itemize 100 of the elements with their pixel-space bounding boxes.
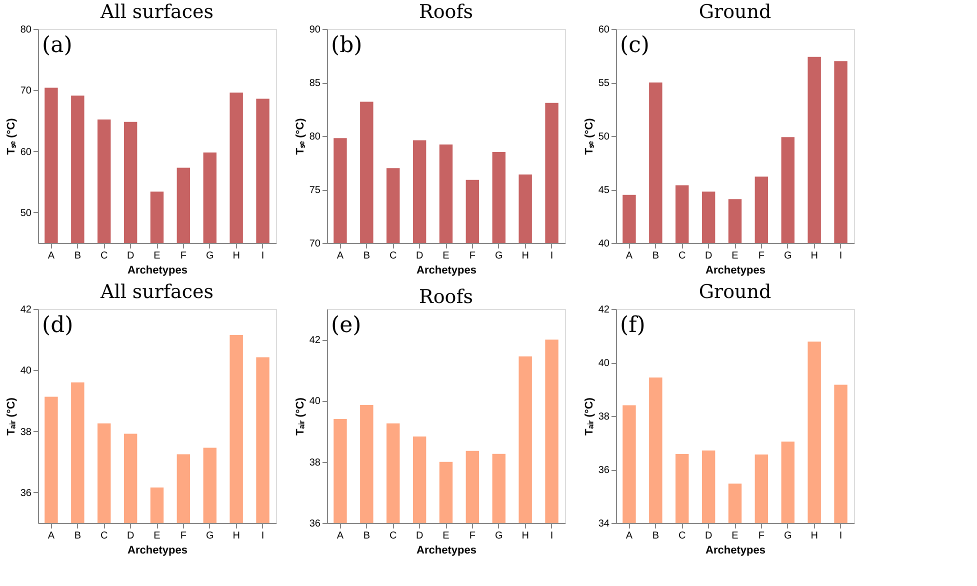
y-tick-label: 36 (20, 488, 32, 499)
x-tick-label: C (100, 530, 108, 542)
y-tick-label: 38 (309, 457, 321, 468)
x-tick-label: I (261, 530, 264, 542)
x-tick-label: A (336, 250, 344, 262)
x-tick-label: H (810, 530, 818, 542)
chart-title: Roofs (419, 1, 473, 23)
y-tick-label: 50 (20, 208, 32, 219)
y-tick-label: 38 (20, 426, 32, 438)
x-tick-label: C (678, 250, 686, 262)
x-axis-title: Archetypes (128, 264, 188, 276)
chart-title: Ground (698, 1, 772, 23)
x-tick-label: E (732, 530, 739, 542)
x-tick-label: D (416, 250, 424, 262)
y-tick-label: 34 (598, 518, 610, 530)
x-tick-label: C (678, 530, 686, 542)
x-tick-label: B (74, 530, 82, 542)
x-tick-label: E (442, 530, 450, 542)
y-tick-label: 90 (309, 24, 321, 36)
x-tick-label: G (784, 250, 792, 262)
y-tick-label: 50 (598, 132, 610, 142)
y-axis-title: Tₛₑ (°C) (5, 118, 18, 155)
chart-title: Ground (698, 281, 772, 303)
x-axis-title: Archetypes (416, 264, 476, 276)
x-tick-label: A (336, 530, 344, 542)
x-tick-label: D (704, 530, 712, 542)
x-tick-label: A (626, 530, 633, 542)
y-tick-label: 60 (598, 24, 610, 36)
x-tick-label: F (758, 250, 764, 262)
y-axis-title: Tₛₑ (°C) (583, 118, 596, 155)
x-tick-label: C (389, 530, 397, 542)
y-tick-label: 60 (20, 146, 32, 158)
y-tick-label: 42 (598, 304, 610, 316)
y-axis-title: Tₐᵢᵣ (°C) (5, 397, 18, 436)
x-tick-label: H (232, 530, 240, 542)
x-tick-label: F (180, 530, 186, 542)
y-tick-label: 40 (309, 396, 321, 408)
annotation: (b) (331, 33, 362, 58)
x-tick-label: F (469, 250, 476, 262)
y-tick-label: 55 (598, 78, 610, 89)
x-tick-label: B (363, 250, 370, 262)
x-tick-label: E (732, 250, 739, 262)
x-tick-label: I (550, 250, 554, 262)
y-tick-label: 45 (598, 185, 610, 196)
x-tick-label: B (652, 250, 660, 262)
y-tick-label: 70 (309, 238, 321, 250)
x-tick-label: C (100, 250, 108, 262)
chart-title: All surfaces (100, 1, 214, 23)
x-axis-title: Archetypes (706, 544, 766, 556)
x-tick-label: G (495, 250, 503, 262)
annotation: (d) (42, 313, 74, 338)
x-tick-label: I (261, 250, 264, 262)
y-tick-label: 40 (598, 358, 610, 369)
x-tick-label: H (522, 250, 529, 262)
y-tick-label: 38 (598, 412, 610, 422)
chart-title: Roofs (419, 286, 473, 308)
y-tick-label: 40 (598, 238, 610, 250)
x-tick-label: E (154, 250, 161, 262)
x-tick-label: H (522, 530, 529, 542)
annotation: (a) (42, 33, 72, 58)
x-tick-label: B (74, 250, 82, 262)
x-tick-label: F (180, 250, 186, 262)
x-tick-label: E (154, 530, 161, 542)
x-tick-label: A (48, 250, 55, 262)
x-tick-label: H (810, 250, 818, 262)
x-tick-label: D (704, 250, 712, 262)
y-tick-label: 80 (309, 132, 321, 142)
y-tick-label: 40 (20, 366, 32, 377)
x-axis-title: Archetypes (416, 544, 476, 556)
x-tick-label: F (469, 530, 476, 542)
annotation: (e) (331, 313, 362, 338)
annotation: (f) (620, 313, 646, 338)
x-tick-label: D (416, 530, 424, 542)
chart-title: All surfaces (100, 281, 214, 303)
y-tick-label: 36 (598, 465, 610, 476)
x-tick-label: D (126, 250, 134, 262)
annotation: (c) (620, 33, 650, 58)
x-tick-label: A (626, 250, 633, 262)
x-tick-label: G (206, 250, 214, 262)
x-axis-title: Archetypes (706, 264, 766, 276)
x-tick-label: I (839, 530, 842, 542)
x-tick-label: C (389, 250, 397, 262)
x-tick-label: G (206, 530, 214, 542)
x-tick-label: D (126, 530, 134, 542)
x-tick-label: F (758, 530, 764, 542)
x-tick-label: G (495, 530, 503, 542)
y-axis-title: Tₐᵢᵣ (°C) (294, 397, 306, 436)
x-tick-label: I (839, 250, 842, 262)
y-tick-label: 42 (309, 335, 321, 346)
y-tick-label: 80 (20, 24, 32, 36)
y-tick-label: 75 (309, 185, 321, 196)
x-tick-label: G (784, 530, 792, 542)
y-tick-label: 85 (309, 78, 321, 89)
x-tick-label: H (232, 250, 240, 262)
y-axis-title: Tₛₑ (°C) (294, 118, 306, 155)
x-tick-label: I (550, 530, 554, 542)
y-tick-label: 42 (20, 304, 32, 316)
x-axis-title: Archetypes (128, 544, 188, 556)
y-tick-label: 70 (20, 86, 32, 97)
y-tick-label: 36 (309, 518, 321, 530)
